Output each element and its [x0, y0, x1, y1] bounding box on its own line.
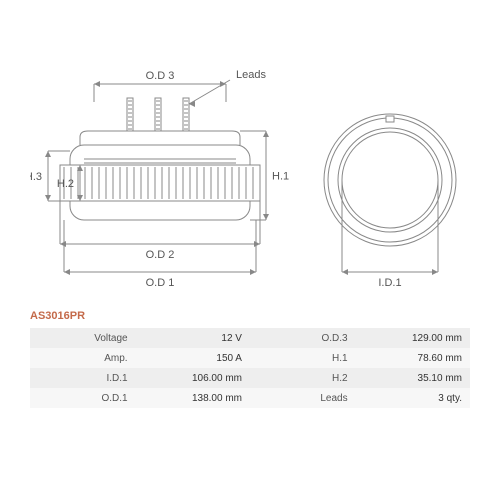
- spec-label: I.D.1: [30, 368, 136, 388]
- svg-text:Leads: Leads: [236, 69, 266, 81]
- svg-text:O.D 3: O.D 3: [146, 70, 175, 82]
- spec-value: 106.00 mm: [136, 368, 250, 388]
- svg-text:I.D.1: I.D.1: [378, 277, 401, 289]
- spec-label: H.1: [250, 348, 356, 368]
- spec-value: 78.60 mm: [356, 348, 470, 368]
- spec-label: Leads: [250, 388, 356, 408]
- spec-value: 12 V: [136, 328, 250, 348]
- svg-text:O.D 1: O.D 1: [146, 277, 175, 289]
- svg-text:H.3: H.3: [30, 171, 42, 183]
- table-row: O.D.1138.00 mmLeads3 qty.: [30, 388, 470, 408]
- spec-table: Voltage12 VO.D.3129.00 mmAmp.150 AH.178.…: [30, 328, 470, 408]
- spec-value: 35.10 mm: [356, 368, 470, 388]
- spec-value: 129.00 mm: [356, 328, 470, 348]
- part-code: AS3016PR: [30, 310, 85, 322]
- spec-label: O.D.1: [30, 388, 136, 408]
- svg-text:H.1: H.1: [272, 171, 289, 183]
- spec-label: Voltage: [30, 328, 136, 348]
- diagram-area: O.D 3 Leads O.D 2 O.D 1 H.1 H.2 H.3 I.D.1: [30, 40, 470, 300]
- table-row: Voltage12 VO.D.3129.00 mm: [30, 328, 470, 348]
- table-row: Amp.150 AH.178.60 mm: [30, 348, 470, 368]
- svg-text:H.2: H.2: [57, 178, 74, 190]
- spec-value: 3 qty.: [356, 388, 470, 408]
- part-code-text: AS3016PR: [30, 310, 85, 322]
- spec-label: O.D.3: [250, 328, 356, 348]
- spec-label: H.2: [250, 368, 356, 388]
- spec-value: 150 A: [136, 348, 250, 368]
- technical-drawing: O.D 3 Leads O.D 2 O.D 1 H.1 H.2 H.3 I.D.1: [30, 40, 470, 300]
- table-row: I.D.1106.00 mmH.235.10 mm: [30, 368, 470, 388]
- spec-label: Amp.: [30, 348, 136, 368]
- svg-text:O.D 2: O.D 2: [146, 249, 175, 261]
- spec-value: 138.00 mm: [136, 388, 250, 408]
